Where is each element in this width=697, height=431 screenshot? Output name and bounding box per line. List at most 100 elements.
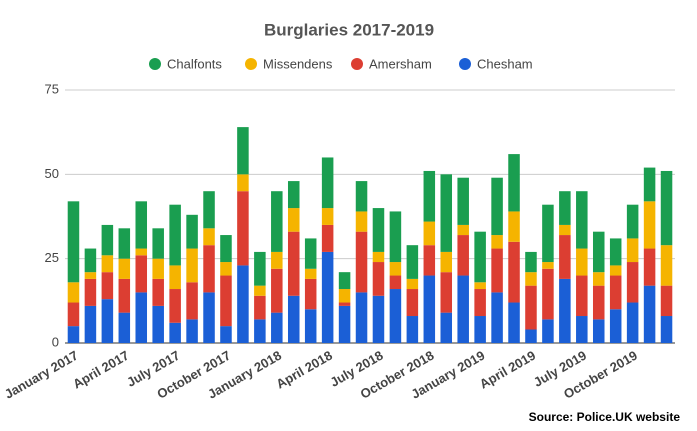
bar-segment — [525, 251, 537, 273]
bar-segment — [186, 319, 198, 343]
bar-segment — [67, 282, 80, 303]
bar-segment — [372, 295, 385, 343]
bar-segment — [643, 285, 656, 343]
bar-segment — [474, 316, 486, 343]
bar-segment — [609, 309, 622, 343]
y-tick-label: 25 — [45, 250, 59, 265]
bar-segment — [254, 295, 266, 320]
bar-segment — [84, 272, 97, 279]
bar-segment — [304, 278, 317, 310]
bar-segment — [423, 221, 436, 246]
bar-segment — [118, 228, 131, 259]
y-tick-label: 50 — [45, 166, 59, 181]
bar-segment — [609, 265, 622, 276]
bar-segment — [101, 272, 114, 300]
bar-segment — [626, 262, 639, 303]
bar-segment — [237, 265, 249, 343]
bar-segment — [542, 319, 554, 343]
bar-segment — [355, 211, 368, 232]
bar-segment — [457, 235, 469, 276]
bar-segment — [491, 248, 503, 293]
bar-segment — [169, 204, 181, 266]
bar-segment — [355, 181, 368, 212]
bar-segment — [440, 251, 453, 273]
bar-segment — [406, 278, 419, 290]
bar-segment — [84, 248, 97, 273]
bar-segment — [406, 289, 419, 317]
bar-segment — [423, 275, 436, 343]
bar-segment — [660, 316, 673, 343]
legend-label: Amersham — [369, 56, 432, 71]
bar-segment — [542, 262, 554, 269]
bar-segment — [135, 248, 148, 256]
bar-segment — [559, 278, 571, 343]
bar-segment — [609, 275, 622, 310]
bar-segment — [338, 302, 351, 306]
bar-segment — [559, 224, 571, 236]
bar-segment — [440, 174, 453, 252]
bar-segment — [203, 292, 215, 343]
bar-segment — [440, 312, 453, 343]
bar-segment — [491, 292, 503, 343]
bar-segment — [626, 238, 639, 263]
bar-segment — [287, 231, 300, 296]
bar-segment — [118, 258, 131, 279]
bar-segment — [101, 299, 114, 343]
bar-segment — [457, 275, 469, 343]
bar-segment — [135, 255, 148, 293]
bar-segment — [152, 305, 164, 343]
bar-segment — [220, 275, 232, 327]
bar-segment — [592, 319, 605, 343]
bar-segment — [271, 251, 283, 269]
bar-segment — [203, 191, 215, 229]
bar-segment — [84, 278, 97, 306]
bar-segment — [491, 235, 503, 249]
bar-segment — [406, 245, 419, 279]
bar-segment — [203, 245, 215, 293]
bar-segment — [389, 275, 402, 290]
bar-segment — [592, 285, 605, 320]
bar-segment — [423, 245, 436, 276]
bar-segment — [508, 211, 520, 242]
bar-segment — [169, 289, 181, 323]
bar-segment — [355, 231, 368, 293]
legend-swatch — [459, 58, 471, 70]
bar-segment — [643, 201, 656, 249]
y-tick-label: 75 — [45, 81, 59, 96]
bar-segment — [169, 322, 181, 343]
bar-segment — [186, 282, 198, 320]
bar-segment — [186, 214, 198, 249]
bar-segment — [220, 235, 232, 263]
bar-segment — [592, 231, 605, 273]
bar-segment — [508, 241, 520, 303]
bar-segment — [372, 251, 385, 263]
bar-segment — [67, 326, 80, 343]
bar-segment — [542, 204, 554, 263]
bar-segment — [338, 289, 351, 303]
bar-segment — [643, 248, 656, 286]
bar-segment — [576, 275, 588, 317]
bar-segment — [474, 289, 486, 317]
bar-segment — [287, 208, 300, 232]
bar-segment — [169, 265, 181, 290]
bar-segment — [525, 272, 537, 286]
bar-segment — [559, 191, 571, 225]
legend-label: Missendens — [263, 56, 333, 71]
bar-segment — [423, 170, 436, 222]
chart-title: Burglaries 2017-2019 — [264, 20, 434, 39]
bar-segment — [67, 201, 80, 283]
bar-segment — [271, 191, 283, 252]
bar-segment — [338, 272, 351, 290]
bar-segment — [321, 157, 334, 209]
bar-segment — [101, 255, 114, 273]
bar-segment — [271, 268, 283, 313]
bar-segment — [474, 282, 486, 290]
bar-segment — [237, 174, 249, 192]
bar-segment — [508, 302, 520, 343]
legend-label: Chalfonts — [167, 56, 222, 71]
bar-segment — [220, 326, 232, 343]
bar-segment — [135, 292, 148, 343]
bar-segment — [542, 268, 554, 320]
bar-segment — [508, 154, 520, 212]
